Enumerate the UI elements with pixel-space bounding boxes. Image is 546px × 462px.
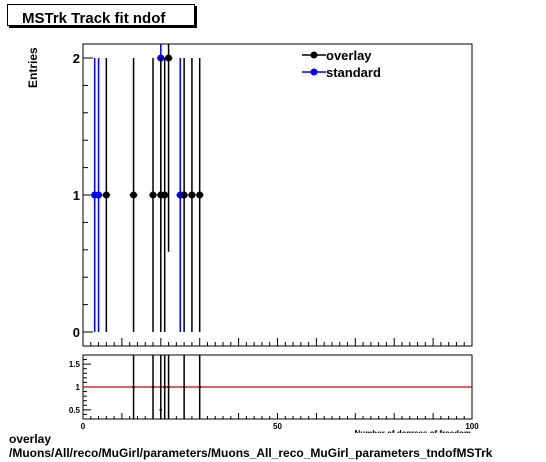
legend-standard-marker (310, 68, 318, 76)
ratio-x-tick-label: 50 (273, 422, 282, 431)
ratio-y-tick-label: 1 (76, 383, 81, 392)
chart-title: MSTrk Track fit ndof (22, 10, 166, 27)
main-plot-frame (82, 43, 473, 347)
overlay-point (196, 191, 204, 199)
ratio-point (167, 385, 170, 389)
y-tick-label: 0 (73, 325, 80, 340)
standard-point (95, 191, 103, 199)
ratio-y-tick-label: 0.5 (69, 406, 81, 415)
y-axis-label: Entries (26, 47, 40, 88)
ratio-point (159, 408, 163, 412)
legend-overlay-marker (310, 51, 318, 59)
overlay-point (130, 191, 138, 199)
overlay-point (161, 191, 169, 199)
ratio-y-tick-label: 1.5 (69, 360, 81, 369)
ratio-point (198, 385, 201, 389)
main-tick-labels: 0 1 2 (73, 51, 80, 340)
main-data-marks (90, 44, 204, 332)
footer-line-1: overlay (9, 432, 52, 446)
ratio-x-tick-label: 0 (81, 422, 86, 431)
main-axis-ticks (82, 57, 473, 346)
ratio-data-marks (83, 355, 472, 419)
overlay-point (149, 191, 157, 199)
y-tick-label: 2 (73, 51, 80, 66)
ratio-point (182, 385, 186, 389)
overlay-point (180, 191, 188, 199)
ratio-tick-labels: 0.5 1 1.5 0 50 100 (69, 360, 479, 431)
x-label-clip-cover (330, 433, 480, 439)
overlay-point (165, 54, 173, 62)
ratio-point (163, 385, 166, 389)
ratio-axis-ticks (82, 359, 473, 419)
title-box: MSTrk Track fit ndof (7, 4, 195, 27)
footer-line-2: /Muons/All/reco/MuGirl/parameters/Muons_… (9, 446, 493, 460)
ratio-point (132, 385, 135, 389)
y-tick-label: 1 (73, 188, 80, 203)
legend-standard-label: standard (326, 65, 381, 80)
ratio-x-tick-label: 100 (465, 422, 479, 431)
legend: overlay standard (302, 48, 381, 80)
overlay-point (102, 191, 110, 199)
ratio-point (151, 385, 155, 389)
legend-overlay-label: overlay (326, 48, 372, 63)
overlay-point (188, 191, 196, 199)
